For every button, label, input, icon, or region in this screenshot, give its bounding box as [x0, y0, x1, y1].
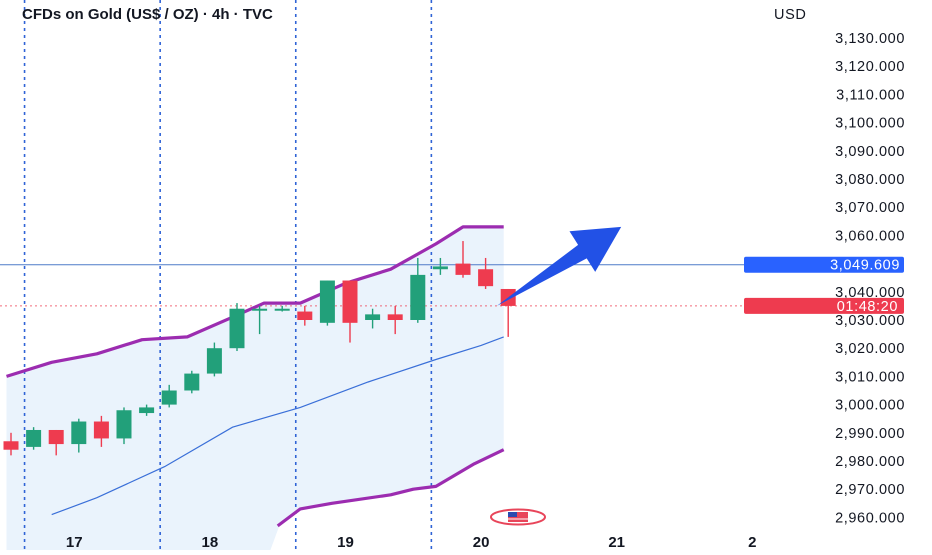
economic-event-flag-icon[interactable] [490, 508, 546, 526]
price-tick-label: 2,960.000 [835, 510, 905, 526]
candle-body [365, 314, 381, 320]
chart-title: CFDs on Gold (US$ / OZ) · 4h · TVC [22, 6, 273, 23]
date-tick-label: 18 [202, 534, 219, 550]
candle-body [116, 410, 132, 439]
candle [387, 305, 403, 335]
band-fill-area [6, 226, 504, 555]
price-tick-label: 2,970.000 [835, 482, 905, 498]
event-flag-layer [490, 508, 546, 526]
candle [26, 427, 42, 450]
middle-band-line [51, 336, 504, 516]
price-tick-label: 3,070.000 [835, 200, 905, 216]
candle [297, 305, 313, 326]
date-tick-label: 19 [337, 534, 354, 550]
candle-body [48, 429, 64, 445]
candles-layer [3, 241, 516, 456]
lower-band-line [276, 448, 505, 528]
price-tags-layer: 3,049.609 01:48:20 [744, 256, 904, 315]
price-axis-layer: 3,130.000 3,120.000 3,110.000 3,100.000 3,09… [835, 31, 905, 526]
candle [274, 305, 290, 312]
candle-body [252, 308, 268, 311]
projection-arrow [496, 226, 622, 306]
candle [93, 415, 109, 447]
candle [455, 241, 471, 278]
candle [319, 280, 335, 326]
date-tick-label: 2 [748, 534, 756, 550]
candle-body [342, 280, 358, 323]
candle [184, 370, 200, 394]
candle-body [206, 348, 222, 374]
candle [252, 305, 268, 335]
candle-body [161, 390, 177, 405]
candle-body [432, 266, 448, 270]
date-tick-label: 20 [473, 534, 490, 550]
price-tick-label: 3,100.000 [835, 116, 905, 132]
candle-body [26, 429, 42, 447]
candle [229, 303, 245, 352]
price-tick-label: 3,010.000 [835, 369, 905, 385]
candle-body [387, 314, 403, 320]
last-price-tag-label: 3,049.609 [830, 258, 900, 274]
arrow-layer [496, 226, 622, 306]
candle-body [455, 263, 471, 275]
candle [71, 418, 87, 453]
candle [410, 257, 426, 323]
candle-body [3, 441, 19, 450]
candle-body [319, 280, 335, 323]
candle-body [184, 373, 200, 391]
price-tick-label: 3,080.000 [835, 172, 905, 188]
price-tick-label: 3,000.000 [835, 398, 905, 414]
candle [139, 404, 155, 416]
candle-body [410, 274, 426, 320]
price-tick-label: 3,030.000 [835, 313, 905, 329]
candle-body [229, 308, 245, 349]
price-tick-label: 3,040.000 [835, 285, 905, 301]
bands-layer [6, 225, 505, 528]
price-tick-label: 3,060.000 [835, 228, 905, 244]
price-tick-label: 2,990.000 [835, 426, 905, 442]
price-tick-label: 3,120.000 [835, 59, 905, 75]
price-tick-label: 3,110.000 [836, 87, 905, 103]
price-tick-label: 3,130.000 [835, 31, 905, 47]
candle [365, 308, 381, 329]
last-price-tag [744, 256, 904, 273]
candle-body [93, 421, 109, 439]
date-tick-label: 17 [66, 534, 83, 550]
candle [478, 257, 494, 289]
candle-body [274, 308, 290, 311]
candle [3, 432, 19, 456]
upper-band-line [6, 225, 504, 378]
candle [161, 384, 177, 408]
candle-body [139, 407, 155, 414]
candle-body [71, 421, 87, 445]
countdown-tag-label: 01:48:20 [837, 299, 898, 315]
candle-body [297, 311, 313, 320]
candle [206, 342, 222, 377]
price-tick-label: 3,090.000 [835, 144, 905, 160]
candle [116, 407, 132, 445]
candle [342, 280, 358, 343]
horizontal-line-layer [0, 264, 750, 307]
currency-label: USD [774, 7, 806, 23]
date-tick-label: 21 [608, 534, 625, 550]
countdown-tag [744, 297, 904, 314]
candle [48, 429, 64, 456]
price-tick-label: 3,020.000 [835, 341, 905, 357]
price-tick-label: 2,980.000 [835, 454, 905, 470]
band-fill-layer [6, 226, 504, 555]
candle [432, 257, 448, 275]
candle-body [478, 269, 494, 287]
time-axis-layer: 17 18 19 20 21 2 [66, 534, 757, 551]
session-lines-layer [23, 0, 433, 550]
